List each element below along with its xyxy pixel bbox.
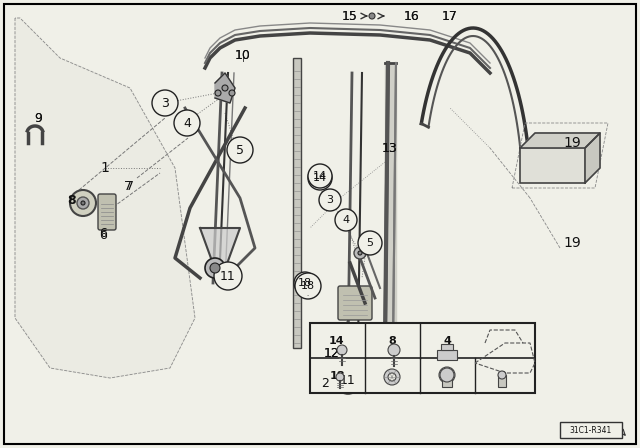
Text: 8: 8: [388, 336, 396, 345]
Text: 11: 11: [384, 370, 400, 380]
Text: 3: 3: [161, 96, 169, 109]
Text: 18: 18: [307, 294, 309, 296]
Circle shape: [308, 164, 332, 188]
Text: 7: 7: [124, 180, 132, 193]
Text: 7: 7: [126, 180, 134, 193]
Circle shape: [81, 201, 85, 205]
Text: 16: 16: [404, 9, 420, 22]
Bar: [310, 323, 535, 393]
Text: 15: 15: [342, 9, 358, 22]
Text: 9: 9: [34, 112, 42, 125]
Text: 18: 18: [298, 278, 312, 288]
Text: 31C1-R341: 31C1-R341: [570, 426, 612, 435]
Circle shape: [308, 166, 332, 190]
Text: 10: 10: [235, 48, 251, 61]
Text: 19: 19: [563, 236, 581, 250]
Polygon shape: [520, 133, 600, 148]
Circle shape: [388, 344, 400, 356]
Polygon shape: [385, 63, 396, 348]
Circle shape: [388, 373, 396, 381]
Text: 6: 6: [99, 227, 107, 240]
Text: 14: 14: [313, 171, 327, 181]
Polygon shape: [200, 228, 240, 283]
Text: 5: 5: [443, 370, 451, 380]
Text: 2: 2: [321, 376, 329, 389]
Circle shape: [205, 258, 225, 278]
Circle shape: [222, 85, 228, 91]
Text: 14: 14: [321, 190, 323, 191]
Text: 18: 18: [301, 281, 315, 291]
Circle shape: [354, 247, 366, 259]
Circle shape: [294, 272, 316, 294]
Text: 13: 13: [382, 142, 398, 155]
Polygon shape: [15, 18, 195, 378]
Bar: [437, 350, 457, 360]
Circle shape: [334, 366, 362, 394]
Circle shape: [439, 367, 455, 383]
Text: 12: 12: [324, 346, 340, 359]
Circle shape: [358, 251, 362, 255]
Text: 5: 5: [367, 238, 374, 248]
Polygon shape: [215, 73, 235, 103]
Text: 4: 4: [443, 336, 451, 345]
Bar: [498, 375, 506, 387]
Circle shape: [70, 190, 96, 216]
Circle shape: [440, 368, 454, 382]
Circle shape: [174, 110, 200, 136]
Text: 11: 11: [220, 270, 236, 283]
Text: 3: 3: [498, 370, 506, 380]
Circle shape: [336, 373, 344, 381]
Circle shape: [337, 345, 347, 355]
Text: 13: 13: [382, 142, 398, 155]
Circle shape: [335, 209, 357, 231]
Circle shape: [358, 231, 382, 255]
FancyBboxPatch shape: [338, 286, 372, 320]
Text: 5: 5: [236, 143, 244, 156]
Text: 1: 1: [100, 161, 109, 175]
Text: 8: 8: [68, 194, 76, 207]
Bar: [442, 373, 452, 387]
Text: 11: 11: [340, 374, 356, 387]
Text: 19: 19: [563, 136, 581, 150]
Circle shape: [214, 262, 242, 290]
Text: 4: 4: [342, 215, 349, 225]
Text: 17: 17: [442, 9, 458, 22]
Text: 9: 9: [34, 112, 42, 125]
Text: 4: 4: [183, 116, 191, 129]
Circle shape: [498, 371, 506, 379]
Circle shape: [77, 197, 89, 209]
Text: 16: 16: [404, 9, 420, 22]
Circle shape: [210, 263, 220, 273]
Text: 10: 10: [235, 48, 251, 61]
FancyBboxPatch shape: [98, 194, 116, 230]
Circle shape: [215, 90, 221, 96]
Bar: [441, 344, 453, 350]
Circle shape: [229, 90, 235, 96]
Bar: [560, 422, 622, 438]
Text: 14: 14: [313, 173, 327, 183]
Text: 14: 14: [329, 336, 345, 345]
Polygon shape: [585, 133, 600, 183]
Circle shape: [319, 189, 341, 211]
Bar: [520, 148, 585, 183]
Circle shape: [384, 369, 400, 385]
Text: 3: 3: [326, 195, 333, 205]
Text: 15: 15: [342, 9, 358, 22]
Circle shape: [295, 273, 321, 299]
Text: 18: 18: [329, 370, 345, 380]
Text: 6: 6: [99, 228, 107, 241]
Circle shape: [152, 90, 178, 116]
Text: 17: 17: [442, 9, 458, 22]
Bar: [293, 58, 301, 348]
Circle shape: [227, 137, 253, 163]
Text: 12: 12: [324, 346, 340, 359]
Circle shape: [369, 13, 375, 19]
